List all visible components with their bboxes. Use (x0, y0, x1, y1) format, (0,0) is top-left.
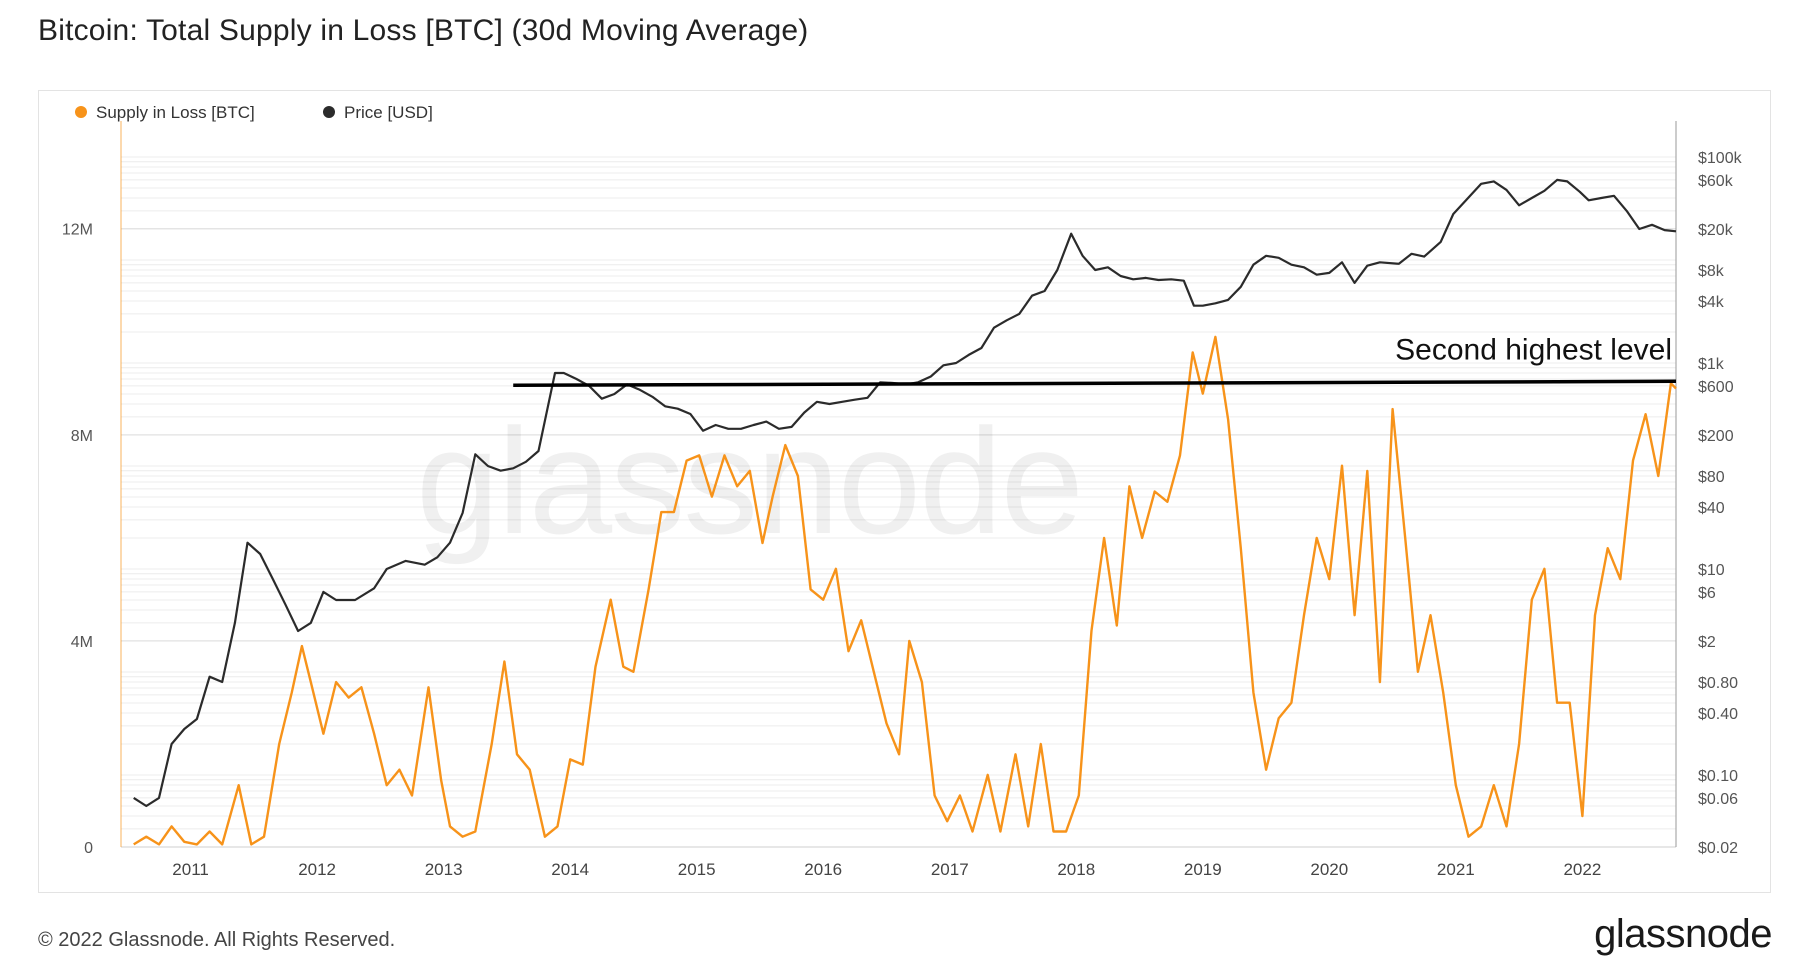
copyright-notice: © 2022 Glassnode. All Rights Reserved. (38, 929, 396, 951)
x-tick-label: 2011 (172, 860, 209, 879)
right-tick-label: $4k (1698, 294, 1725, 311)
left-tick-label: 8M (71, 428, 93, 445)
supply-in-loss-line (133, 335, 1677, 846)
x-tick-label: 2016 (804, 860, 842, 879)
right-tick-label: $200 (1698, 428, 1734, 445)
x-tick-label: 2019 (1184, 860, 1222, 879)
annotation-layer: Second highest level (513, 333, 1677, 388)
right-tick-label: $0.06 (1698, 791, 1738, 808)
legend-label-supply: Supply in Loss [BTC] (96, 103, 255, 122)
chart-panel: glassnode 0 4M 8M 12M $100k $60k $20k $8k $4k $1k… (38, 90, 1771, 893)
x-tick-label: 2017 (931, 860, 969, 879)
right-tick-label: $6 (1698, 585, 1716, 602)
right-tick-label: $80 (1698, 469, 1725, 486)
x-tick-label: 2014 (551, 860, 589, 879)
x-tick-label: 2022 (1563, 860, 1601, 879)
left-tick-label: 0 (84, 840, 93, 857)
right-tick-label: $0.80 (1698, 675, 1738, 692)
x-tick-label: 2012 (298, 860, 336, 879)
right-tick-label: $100k (1698, 150, 1743, 167)
left-tick-label: 12M (62, 222, 93, 239)
right-tick-label: $20k (1698, 222, 1734, 239)
right-tick-label: $0.40 (1698, 706, 1738, 723)
right-tick-label: $0.02 (1698, 840, 1738, 857)
x-tick-label: 2021 (1437, 860, 1475, 879)
chart: glassnode 0 4M 8M 12M $100k $60k $20k $8k $4k $1k… (62, 103, 1743, 879)
x-tick-label: 2018 (1057, 860, 1095, 879)
right-tick-label: $2 (1698, 634, 1716, 651)
right-tick-label: $0.10 (1698, 768, 1738, 785)
x-tick-label: 2015 (678, 860, 716, 879)
right-tick-label: $8k (1698, 263, 1725, 280)
x-tick-label: 2020 (1310, 860, 1348, 879)
left-tick-label: 4M (71, 634, 93, 651)
right-tick-label: $60k (1698, 173, 1734, 190)
legend: Supply in Loss [BTC] Price [USD] (75, 103, 433, 122)
legend-dot-price (323, 106, 335, 118)
right-tick-label: $1k (1698, 356, 1725, 373)
x-tick-label: 2013 (425, 860, 463, 879)
right-tick-label: $40 (1698, 500, 1725, 517)
second-highest-level-line (513, 379, 1677, 388)
brand-logo: glassnode (1594, 912, 1772, 956)
legend-dot-supply (75, 106, 87, 118)
gridlines (121, 156, 1676, 848)
page-title: Bitcoin: Total Supply in Loss [BTC] (30d… (38, 14, 809, 47)
axes: 0 4M 8M 12M $100k $60k $20k $8k $4k $1k $600 $200 $8… (62, 121, 1743, 879)
second-highest-level-label: Second highest level (1395, 333, 1672, 366)
right-tick-label: $10 (1698, 562, 1725, 579)
right-tick-label: $600 (1698, 379, 1734, 396)
watermark: glassnode (416, 397, 1082, 565)
legend-label-price: Price [USD] (344, 103, 433, 122)
